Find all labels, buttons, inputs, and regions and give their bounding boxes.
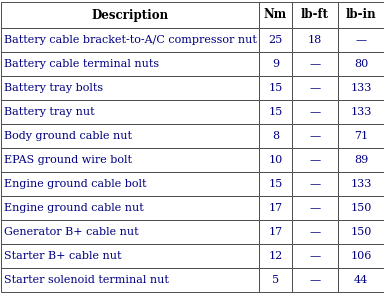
Text: —: — [310, 227, 321, 237]
Text: —: — [310, 59, 321, 69]
Bar [338, 2, 384, 28]
Bar [292, 172, 338, 196]
Bar [338, 52, 384, 76]
Text: —: — [310, 179, 321, 189]
Bar [292, 268, 338, 292]
Bar [338, 220, 384, 244]
Text: lb-ft: lb-ft [301, 9, 329, 22]
Bar [1, 220, 259, 244]
Text: Engine ground cable bolt: Engine ground cable bolt [4, 179, 147, 189]
Bar [1, 196, 259, 220]
Text: Description: Description [91, 9, 169, 22]
Bar [1, 148, 259, 172]
Bar [292, 244, 338, 268]
Text: 133: 133 [350, 107, 372, 117]
Text: 133: 133 [350, 179, 372, 189]
Text: —: — [310, 203, 321, 213]
Bar [1, 52, 259, 76]
Bar [259, 172, 292, 196]
Text: Battery cable bracket-to-A/C compressor nut: Battery cable bracket-to-A/C compressor … [4, 35, 257, 45]
Bar [259, 196, 292, 220]
Bar [338, 148, 384, 172]
Text: —: — [310, 155, 321, 165]
Text: 8: 8 [272, 131, 279, 141]
Text: 15: 15 [268, 83, 283, 93]
Text: 15: 15 [268, 107, 283, 117]
Bar [292, 220, 338, 244]
Bar [338, 244, 384, 268]
Text: 44: 44 [354, 275, 368, 285]
Text: EPAS ground wire bolt: EPAS ground wire bolt [4, 155, 132, 165]
Bar [292, 148, 338, 172]
Bar [259, 220, 292, 244]
Text: —: — [310, 251, 321, 261]
Text: 89: 89 [354, 155, 368, 165]
Text: lb-in: lb-in [346, 9, 376, 22]
Text: 80: 80 [354, 59, 368, 69]
Bar [259, 28, 292, 52]
Bar [259, 100, 292, 124]
Bar [338, 196, 384, 220]
Text: —: — [310, 107, 321, 117]
Bar [259, 148, 292, 172]
Text: Engine ground cable nut: Engine ground cable nut [4, 203, 144, 213]
Text: 5: 5 [272, 275, 279, 285]
Text: 10: 10 [268, 155, 283, 165]
Text: Nm: Nm [264, 9, 287, 22]
Text: —: — [310, 131, 321, 141]
Bar [1, 244, 259, 268]
Bar [292, 76, 338, 100]
Text: Starter solenoid terminal nut: Starter solenoid terminal nut [4, 275, 169, 285]
Bar [259, 268, 292, 292]
Bar [259, 52, 292, 76]
Text: 12: 12 [268, 251, 283, 261]
Text: 150: 150 [350, 227, 372, 237]
Bar [292, 196, 338, 220]
Bar [1, 268, 259, 292]
Bar [1, 28, 259, 52]
Text: 71: 71 [354, 131, 368, 141]
Text: 150: 150 [350, 203, 372, 213]
Text: Battery cable terminal nuts: Battery cable terminal nuts [4, 59, 159, 69]
Bar [338, 268, 384, 292]
Text: 17: 17 [268, 203, 283, 213]
Bar [259, 124, 292, 148]
Text: 25: 25 [268, 35, 283, 45]
Bar [1, 172, 259, 196]
Bar [292, 2, 338, 28]
Text: 15: 15 [268, 179, 283, 189]
Text: 133: 133 [350, 83, 372, 93]
Bar [292, 100, 338, 124]
Bar [259, 244, 292, 268]
Bar [338, 100, 384, 124]
Bar [292, 52, 338, 76]
Bar [292, 28, 338, 52]
Bar [259, 2, 292, 28]
Bar [259, 76, 292, 100]
Bar [338, 124, 384, 148]
Text: 9: 9 [272, 59, 279, 69]
Text: —: — [310, 275, 321, 285]
Bar [1, 2, 259, 28]
Bar [1, 124, 259, 148]
Text: 18: 18 [308, 35, 322, 45]
Bar [338, 172, 384, 196]
Text: Battery tray nut: Battery tray nut [4, 107, 94, 117]
Text: —: — [356, 35, 367, 45]
Text: Body ground cable nut: Body ground cable nut [4, 131, 132, 141]
Text: Generator B+ cable nut: Generator B+ cable nut [4, 227, 139, 237]
Text: 17: 17 [268, 227, 283, 237]
Bar [338, 76, 384, 100]
Text: —: — [310, 83, 321, 93]
Text: Battery tray bolts: Battery tray bolts [4, 83, 103, 93]
Bar [1, 100, 259, 124]
Bar [1, 76, 259, 100]
Bar [338, 28, 384, 52]
Text: Starter B+ cable nut: Starter B+ cable nut [4, 251, 121, 261]
Text: 106: 106 [350, 251, 372, 261]
Bar [292, 124, 338, 148]
